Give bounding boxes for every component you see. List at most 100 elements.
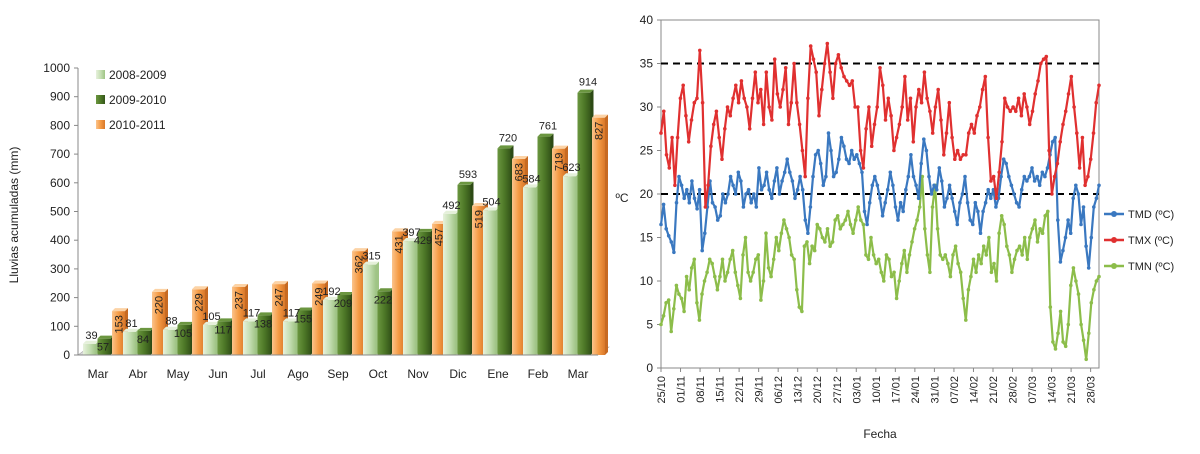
line-point [872, 122, 877, 127]
bar-top-face [83, 340, 99, 344]
bar-legend-swatch [96, 95, 105, 104]
bar-y-tick-label: 600 [50, 176, 70, 190]
line-point [833, 61, 838, 66]
bar-top-face [472, 203, 488, 207]
line-point [1084, 244, 1088, 248]
line-point [725, 105, 730, 109]
line-point [930, 131, 935, 135]
line-point [718, 214, 723, 218]
bar-y-tick-label: 500 [50, 205, 70, 219]
line-x-tick-label: 27/12 [832, 376, 844, 404]
line-point [875, 105, 879, 109]
line-point [664, 153, 669, 157]
line-point [669, 240, 674, 244]
line-point [893, 205, 898, 209]
line-point [720, 157, 724, 161]
line-x-tick-label: 10/01 [871, 376, 883, 404]
line-point [882, 279, 886, 283]
line-point [709, 144, 713, 148]
bar-2009-2010-Oct [377, 291, 391, 355]
line-point [906, 174, 911, 179]
bar-data-label: 117 [214, 324, 232, 336]
line-point [1038, 227, 1042, 231]
bar-top-face [217, 318, 234, 322]
line-point [1055, 161, 1060, 166]
line-point [1017, 244, 1022, 248]
line-point [664, 227, 668, 231]
line-point [1005, 105, 1010, 109]
line-point [834, 170, 838, 175]
bar-top-face [152, 288, 168, 292]
bar-top-face [457, 181, 474, 185]
line-x-tick-label: 06/12 [773, 376, 785, 404]
line-point [682, 309, 686, 314]
line-point [822, 61, 827, 66]
line-point [831, 174, 836, 179]
line-y-axis: 0 5 10 15 20 25 30 35 40 [640, 13, 661, 375]
line-point [844, 157, 849, 161]
bar-data-label: 39 [85, 330, 97, 342]
line-x-tick-label: 14/03 [1047, 376, 1059, 404]
line-point [697, 187, 702, 192]
bar-data-label: 105 [202, 311, 220, 323]
line-point [1079, 322, 1083, 327]
line-point [856, 105, 860, 109]
bar-2010-2011-May [192, 289, 205, 355]
line-point [667, 166, 672, 170]
line-point [662, 109, 666, 114]
line-point [974, 270, 978, 275]
line-point [900, 105, 904, 109]
line-point [666, 298, 671, 302]
line-point [989, 179, 993, 183]
line-point [700, 292, 704, 296]
line-point [1056, 331, 1060, 336]
bar-2010-2011-Dic [472, 206, 485, 355]
line-y-tick-label: 5 [646, 318, 653, 332]
bar-top-face [443, 210, 459, 214]
line-point [754, 257, 758, 262]
line-point [759, 87, 763, 92]
line-point [728, 113, 733, 118]
line-point [953, 244, 958, 248]
bar-data-label: 519 [474, 210, 486, 228]
bar-2010-2011-Ene [512, 158, 525, 355]
line-point [831, 96, 835, 101]
line-point [820, 235, 825, 240]
bar-2009-2010-May [177, 324, 191, 355]
line-point [842, 74, 846, 79]
line-point [963, 174, 967, 179]
line-point [887, 257, 891, 262]
line-x-tick-label: 29/11 [754, 376, 766, 403]
line-point [960, 192, 965, 196]
line-point [922, 70, 927, 74]
bar-2008-2009-Ago [283, 321, 296, 355]
line-point [961, 153, 965, 157]
line-x-tick-label: 13/12 [793, 376, 805, 404]
line-point [1086, 266, 1091, 270]
line-point [980, 87, 985, 92]
line-point [1009, 183, 1014, 188]
bar-top-face [272, 281, 288, 285]
line-point [759, 298, 763, 302]
line-point [984, 253, 989, 257]
line-point [1002, 96, 1007, 101]
line-point [912, 227, 917, 231]
line-point [788, 170, 792, 175]
bar-data-label: 247 [274, 288, 286, 306]
bar-data-label: 81 [125, 318, 137, 330]
line-point [775, 166, 779, 170]
bar-2010-2011-Jul [272, 284, 285, 355]
bar-data-label: 138 [254, 318, 272, 330]
line-y-tick-label: 10 [640, 274, 654, 288]
bar-data-label: 117 [243, 307, 261, 319]
line-series [659, 41, 1101, 362]
line-y-tick-label: 40 [640, 13, 654, 27]
line-point [1050, 140, 1055, 144]
line-point [1053, 347, 1058, 351]
line-point [757, 166, 761, 170]
line-point [1028, 235, 1032, 240]
bar-x-tick-label: Mar [568, 367, 589, 381]
bar-top-face [112, 308, 128, 312]
line-point [916, 196, 921, 201]
